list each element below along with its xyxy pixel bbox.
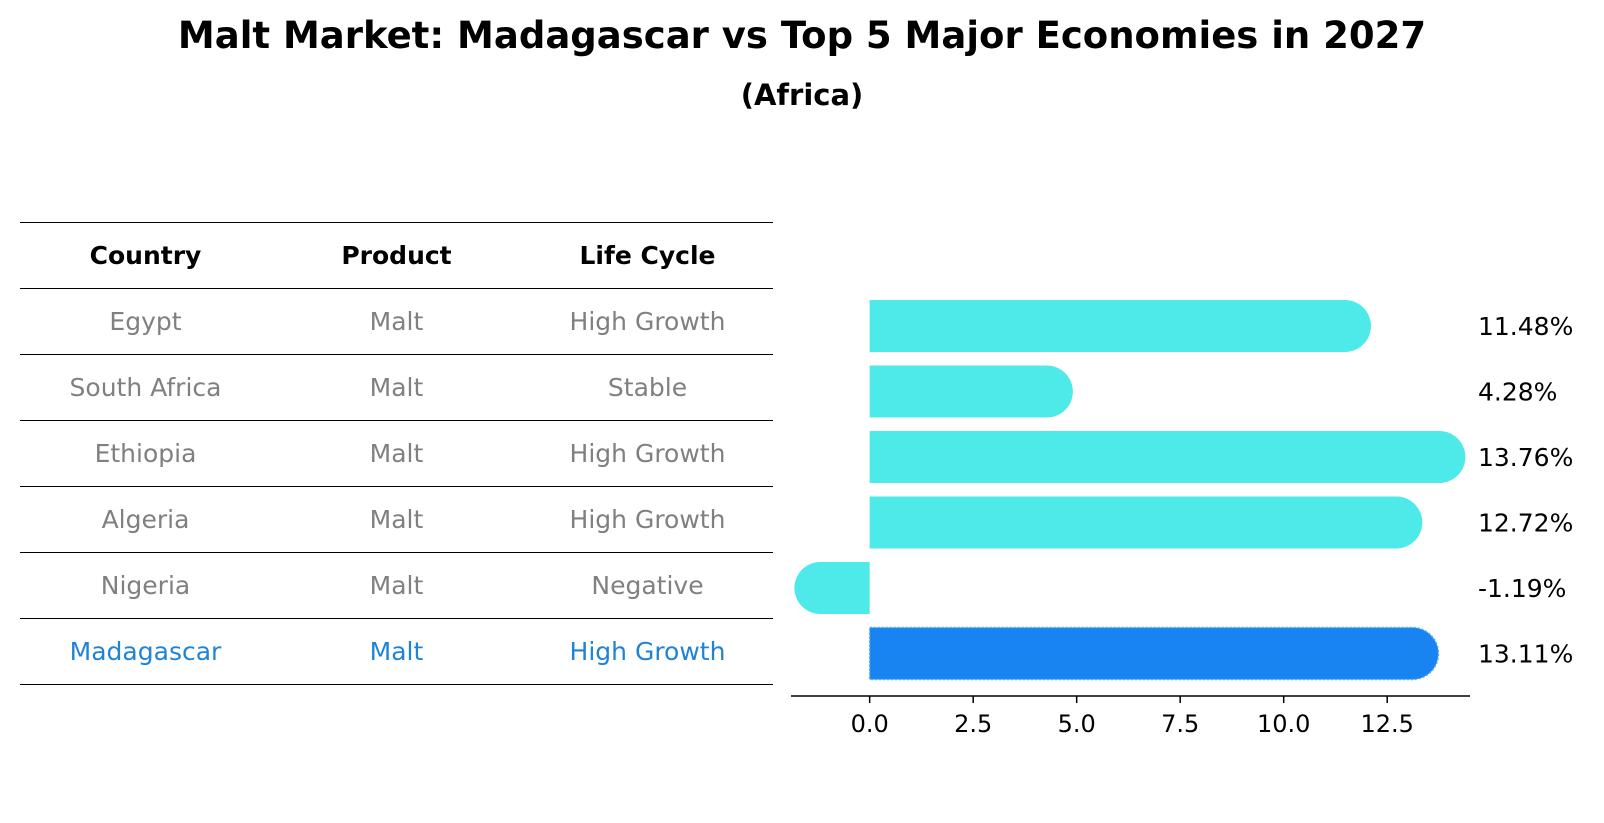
cell-country: Egypt bbox=[20, 288, 271, 355]
value-label-south-africa: 4.28% bbox=[1478, 378, 1557, 407]
value-label-ethiopia: 13.76% bbox=[1478, 443, 1573, 472]
cell-product: Malt bbox=[271, 420, 522, 487]
table-row: Algeria Malt High Growth bbox=[20, 486, 773, 553]
value-label-algeria: 12.72% bbox=[1478, 509, 1573, 538]
cell-life-cycle: High Growth bbox=[522, 420, 773, 487]
cell-life-cycle: Negative bbox=[522, 552, 773, 619]
bar-madagascar bbox=[868, 626, 1440, 681]
x-tick-label: 10.0 bbox=[1257, 710, 1310, 738]
cell-product: Malt bbox=[271, 552, 522, 619]
market-table: Country Product Life Cycle Egypt Malt Hi… bbox=[20, 222, 773, 685]
bar-ethiopia bbox=[869, 431, 1466, 483]
cell-country: Madagascar bbox=[20, 618, 271, 685]
x-tick-label: 5.0 bbox=[1058, 710, 1096, 738]
table-row: Ethiopia Malt High Growth bbox=[20, 420, 773, 487]
value-label-madagascar: 13.11% bbox=[1478, 640, 1573, 669]
cell-country: Nigeria bbox=[20, 552, 271, 619]
cell-country: Algeria bbox=[20, 486, 271, 553]
cell-country: Ethiopia bbox=[20, 420, 271, 487]
cell-country: South Africa bbox=[20, 354, 271, 421]
x-tick-label: 2.5 bbox=[954, 710, 992, 738]
table-row-highlighted: Madagascar Malt High Growth bbox=[20, 618, 773, 685]
x-tick-label: 0.0 bbox=[851, 710, 889, 738]
bar-south-africa bbox=[869, 365, 1073, 418]
cell-product: Malt bbox=[271, 354, 522, 421]
bar-egypt bbox=[869, 300, 1371, 352]
table-row: Nigeria Malt Negative bbox=[20, 552, 773, 619]
cell-life-cycle: High Growth bbox=[522, 486, 773, 553]
cell-product: Malt bbox=[271, 618, 522, 685]
value-label-egypt: 11.48% bbox=[1478, 312, 1573, 341]
table-header-row: Country Product Life Cycle bbox=[20, 222, 773, 289]
chart-title: Malt Market: Madagascar vs Top 5 Major E… bbox=[177, 14, 1427, 57]
table-row: Egypt Malt High Growth bbox=[20, 288, 773, 355]
x-tick-label: 12.5 bbox=[1360, 710, 1413, 738]
cell-life-cycle: Stable bbox=[522, 354, 773, 421]
header-country: Country bbox=[20, 222, 271, 289]
table-row: South Africa Malt Stable bbox=[20, 354, 773, 421]
cell-life-cycle: High Growth bbox=[522, 288, 773, 355]
bar-nigeria bbox=[794, 562, 870, 614]
cell-life-cycle: High Growth bbox=[522, 618, 773, 685]
bar-algeria bbox=[869, 496, 1423, 549]
value-label-nigeria: -1.19% bbox=[1478, 574, 1566, 603]
cell-product: Malt bbox=[271, 288, 522, 355]
x-tick-label: 7.5 bbox=[1161, 710, 1199, 738]
chart-subtitle: (Africa) bbox=[740, 78, 864, 112]
cell-product: Malt bbox=[271, 486, 522, 553]
header-life-cycle: Life Cycle bbox=[522, 222, 773, 289]
header-product: Product bbox=[271, 222, 522, 289]
